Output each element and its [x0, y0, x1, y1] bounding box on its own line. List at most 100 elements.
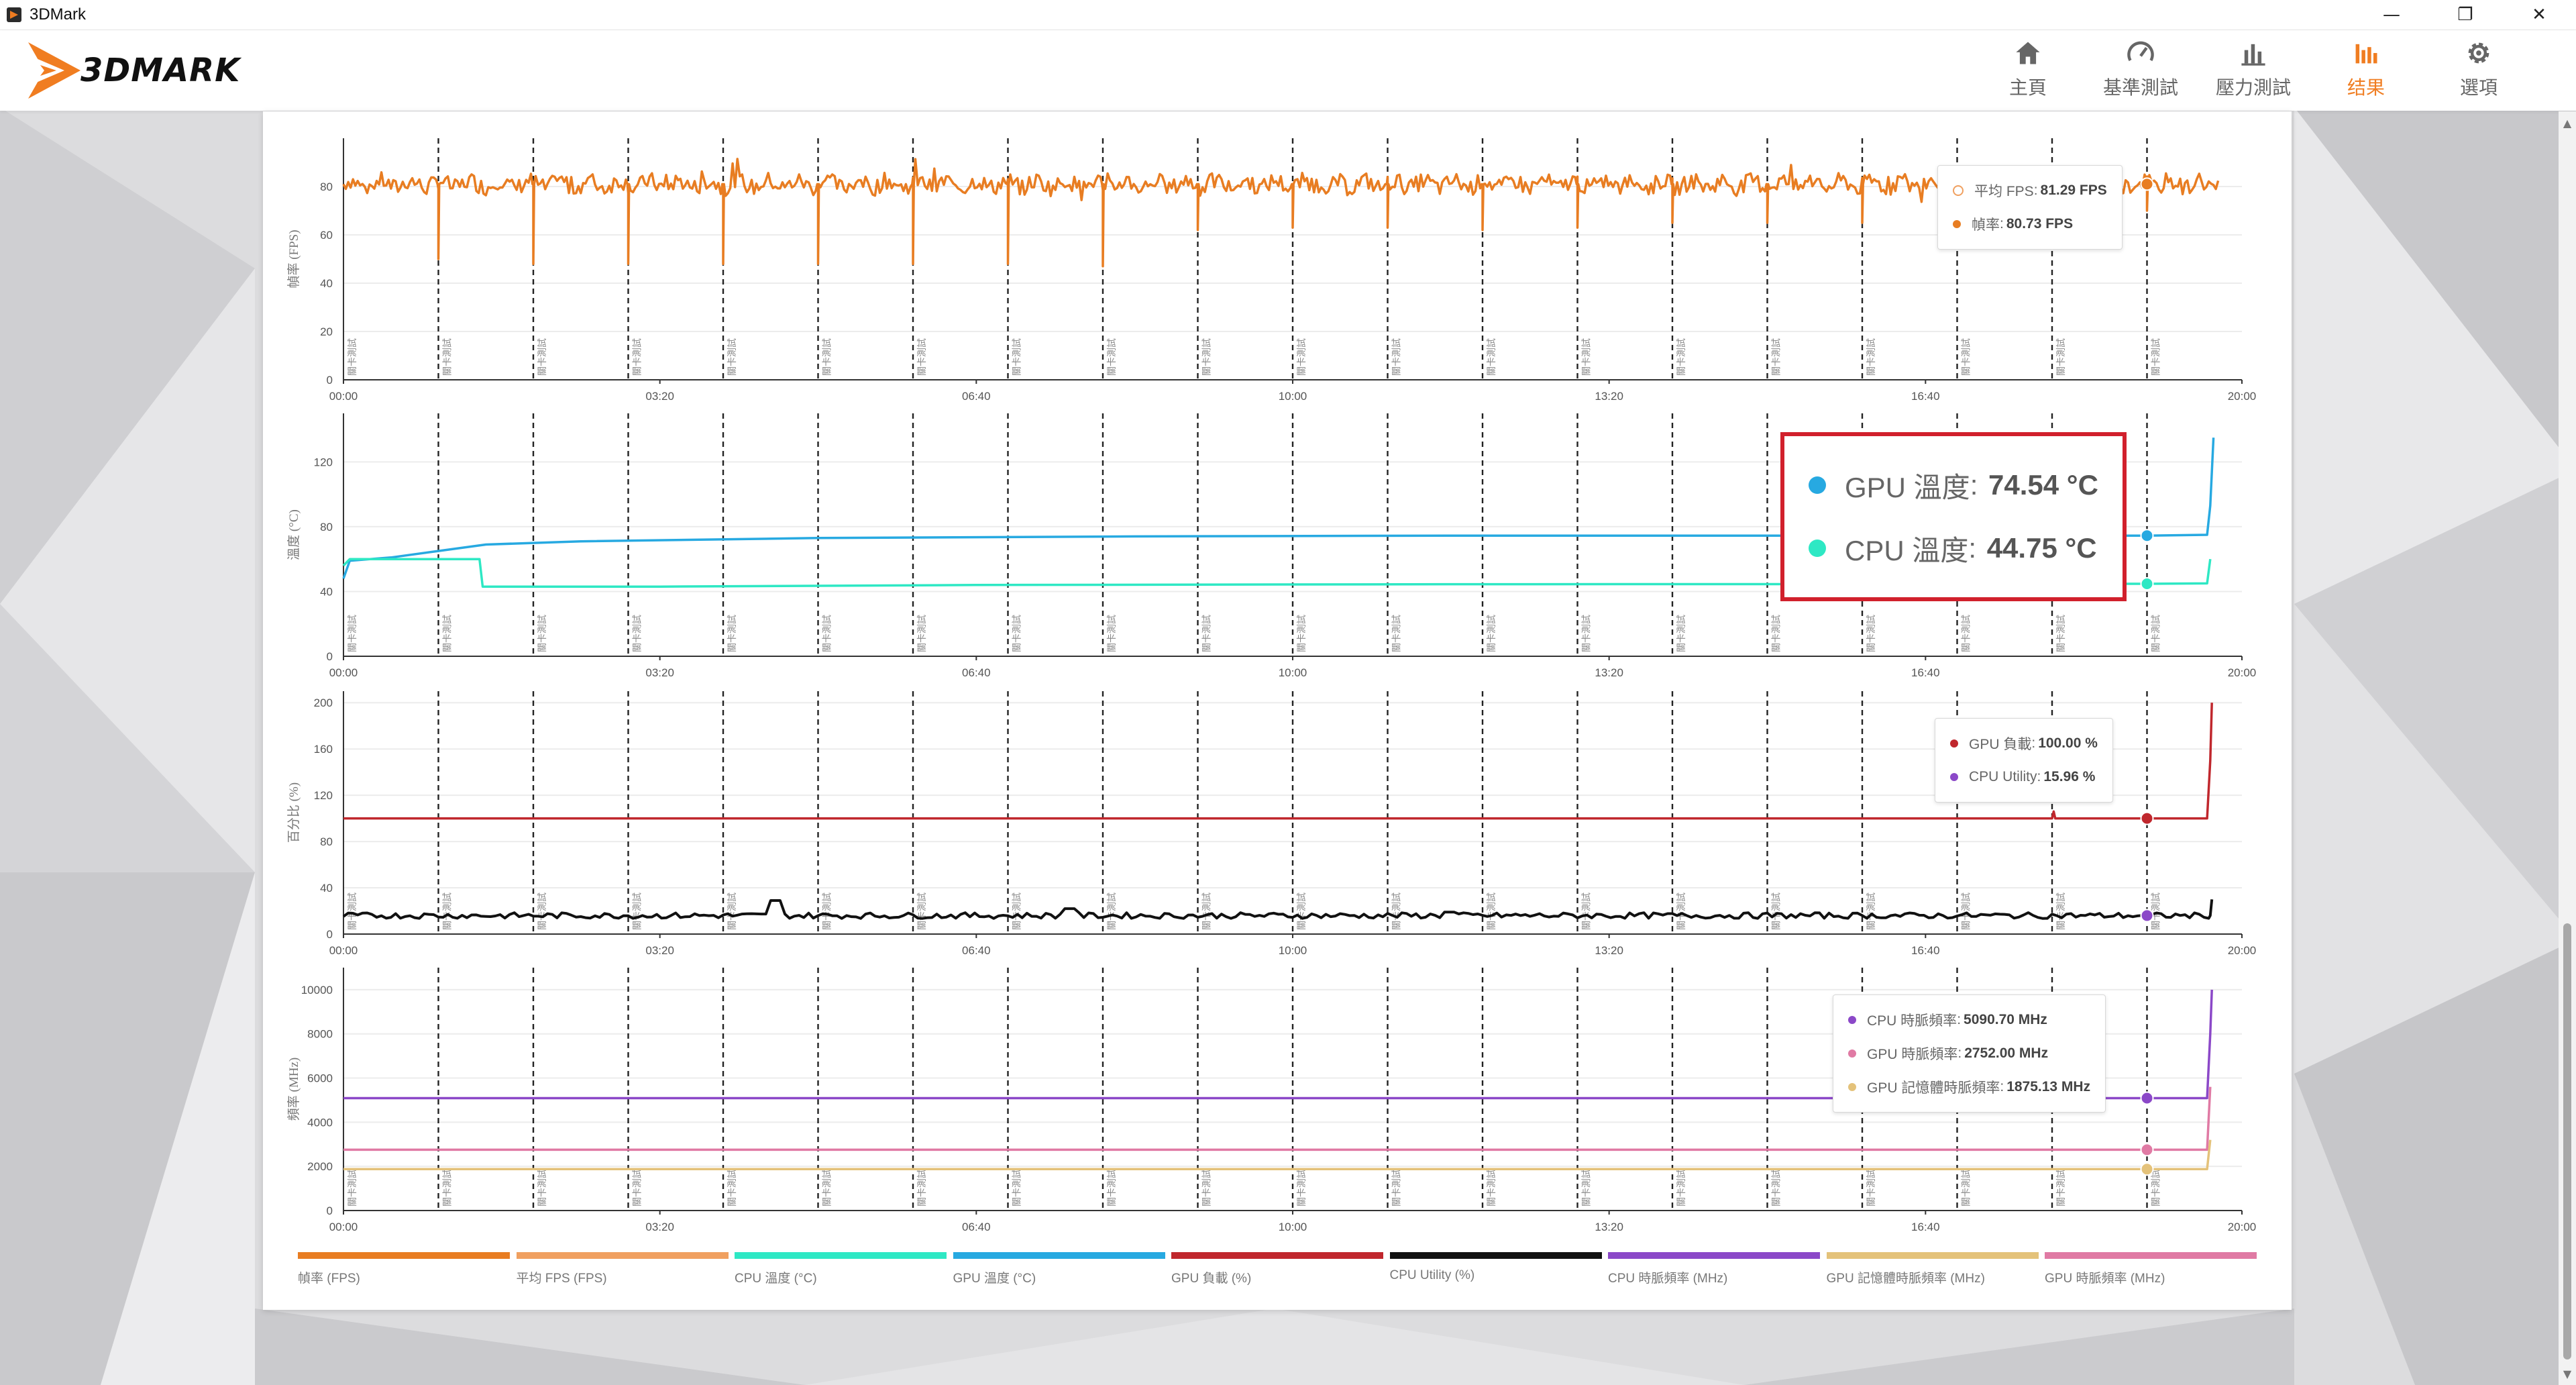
test-marker-label: 關卡測試 [1866, 615, 1877, 652]
cursor-dot [2140, 177, 2154, 191]
y-tick-label: 120 [314, 456, 333, 468]
test-marker-label: 關卡測試 [1772, 615, 1782, 652]
legend-item[interactable]: GPU 時脈頻率 (MHz) [2045, 1252, 2257, 1286]
x-tick-label: 03:20 [645, 944, 674, 957]
x-tick-label: 13:20 [1595, 944, 1623, 957]
cursor-dot [2140, 909, 2154, 923]
nav-stress-tests[interactable]: 壓力測試 [2203, 38, 2304, 100]
test-marker-label: 關卡測試 [1012, 1169, 1023, 1207]
cursor-dot [2140, 1091, 2154, 1105]
test-marker-label: 關卡測試 [1582, 338, 1593, 376]
scroll-down-arrow-icon[interactable]: ▼ [2563, 1367, 2572, 1380]
series-line [342, 158, 2220, 268]
close-button[interactable]: ✕ [2532, 5, 2546, 25]
x-tick-label: 00:00 [329, 666, 358, 679]
test-marker-label: 關卡測試 [1202, 892, 1213, 930]
y-tick-label: 40 [320, 277, 333, 290]
tooltip-value: 2752.00 MHz [1964, 1045, 2049, 1061]
tooltip-value: 1875.13 MHz [2006, 1079, 2091, 1094]
legend-label: CPU Utility (%) [1389, 1268, 1475, 1282]
vertical-scrollbar[interactable]: ▲ ▼ [2559, 111, 2576, 1385]
legend-swatch [953, 1252, 1165, 1259]
test-marker-label: 關卡測試 [1392, 1169, 1403, 1207]
legend-label: GPU 負載 (%) [1171, 1272, 1252, 1286]
x-tick-label: 16:40 [1911, 1221, 1940, 1233]
x-tick-label: 10:00 [1279, 944, 1307, 957]
nav-results[interactable]: 结果 [2316, 38, 2416, 100]
tooltip-label: GPU 溫度 [1845, 471, 1970, 503]
x-tick-label: 03:20 [645, 1221, 674, 1233]
y-tick-label: 2000 [307, 1160, 333, 1173]
tooltip-value: 15.96 % [2043, 769, 2096, 784]
fps-dot [1953, 220, 1961, 228]
fps-tooltip: 平均 FPS: 81.29 FPS 幀率: 80.73 FPS [1937, 165, 2123, 250]
test-marker-label: 關卡測試 [727, 1169, 738, 1207]
y-tick-label: 0 [327, 1204, 333, 1217]
3dmark-logo[interactable]: 3DMARK [24, 38, 240, 103]
tooltip-row: GPU 負載: 100.00 % [1950, 727, 2098, 760]
legend-item[interactable]: 平均 FPS (FPS) [516, 1252, 729, 1286]
tooltip-row: CPU 溫度: 44.75 °C [1809, 517, 2098, 580]
test-marker-label: 關卡測試 [2151, 338, 2162, 376]
tooltip-value: 74.54 °C [1988, 469, 2098, 501]
test-marker-label: 關卡測試 [2151, 892, 2162, 930]
tooltip-value: 5090.70 MHz [1964, 1012, 2047, 1027]
legend-item[interactable]: CPU Utility (%) [1389, 1252, 1602, 1286]
tooltip-value: 44.75 °C [1986, 532, 2097, 564]
y-axis-title: 溫度 (°C) [286, 509, 301, 560]
chart-panel-0: 0 20 40 60 80 00:00 03:20 06:40 10:00 13:20 16:40 2… [286, 138, 2256, 403]
y-tick-label: 60 [320, 229, 333, 242]
test-marker-label: 關卡測試 [1487, 892, 1497, 930]
legend-item[interactable]: CPU 溫度 (°C) [735, 1252, 947, 1286]
test-marker-label: 關卡測試 [347, 615, 358, 652]
nav-benchmarks[interactable]: 基準測試 [2090, 38, 2191, 100]
test-marker-label: 關卡測試 [1487, 338, 1497, 376]
nav-home[interactable]: 主頁 [1978, 38, 2078, 100]
test-marker-label: 關卡測試 [1012, 338, 1023, 376]
legend-label: CPU 溫度 (°C) [735, 1272, 817, 1286]
legend-label: GPU 溫度 (°C) [953, 1272, 1036, 1286]
x-tick-label: 20:00 [2228, 666, 2257, 679]
test-marker-label: 關卡測試 [1866, 338, 1877, 376]
nav-stress-tests-label: 壓力測試 [2215, 77, 2291, 98]
y-tick-label: 4000 [307, 1116, 333, 1129]
series-line [343, 1139, 2212, 1171]
test-marker-label: 關卡測試 [537, 1169, 548, 1207]
series-line [343, 703, 2213, 820]
tooltip-value: 80.73 FPS [2006, 216, 2074, 232]
tooltip-label: 平均 FPS [1974, 184, 2034, 199]
legend-item[interactable]: CPU 時脈頻率 (MHz) [1608, 1252, 1820, 1286]
legend-item[interactable]: 幀率 (FPS) [298, 1252, 510, 1286]
y-tick-label: 20 [320, 325, 333, 338]
gpu-memory-clock-dot [1848, 1083, 1856, 1091]
scroll-up-arrow-icon[interactable]: ▲ [2563, 116, 2572, 130]
test-marker-label: 關卡測試 [1962, 615, 1972, 652]
minimize-button[interactable]: — [2383, 5, 2400, 25]
y-tick-label: 80 [320, 181, 333, 193]
legend-swatch [516, 1252, 729, 1259]
cursor-dot [2140, 811, 2154, 825]
x-tick-label: 06:40 [962, 944, 991, 957]
cursor-dot [2140, 577, 2154, 591]
test-marker-label: 關卡測試 [1676, 338, 1687, 376]
legend-item[interactable]: GPU 記憶體時脈頻率 (MHz) [1826, 1252, 2039, 1286]
nav-options[interactable]: 選項 [2428, 38, 2529, 100]
tooltip-label: GPU 負載 [1969, 737, 2032, 752]
cursor-dot [2140, 1162, 2154, 1176]
x-tick-label: 00:00 [329, 390, 358, 403]
scrollbar-thumb[interactable] [2563, 923, 2571, 1360]
series-line [343, 1086, 2212, 1151]
legend-item[interactable]: GPU 溫度 (°C) [953, 1252, 1165, 1286]
test-marker-label: 關卡測試 [633, 615, 643, 652]
y-tick-label: 80 [320, 835, 333, 848]
nav-results-label: 结果 [2347, 77, 2385, 98]
maximize-button[interactable]: ❐ [2457, 5, 2473, 25]
test-marker-label: 關卡測試 [1392, 892, 1403, 930]
test-marker-label: 關卡測試 [537, 615, 548, 652]
test-marker-label: 關卡測試 [1962, 892, 1972, 930]
y-axis-title: 幀率 (FPS) [286, 229, 301, 288]
legend-item[interactable]: GPU 負載 (%) [1171, 1252, 1383, 1286]
tooltip-row: 平均 FPS: 81.29 FPS [1953, 174, 2107, 207]
tooltip-row: CPU Utility: 15.96 % [1950, 760, 2098, 794]
legend-swatch [1826, 1252, 2039, 1259]
